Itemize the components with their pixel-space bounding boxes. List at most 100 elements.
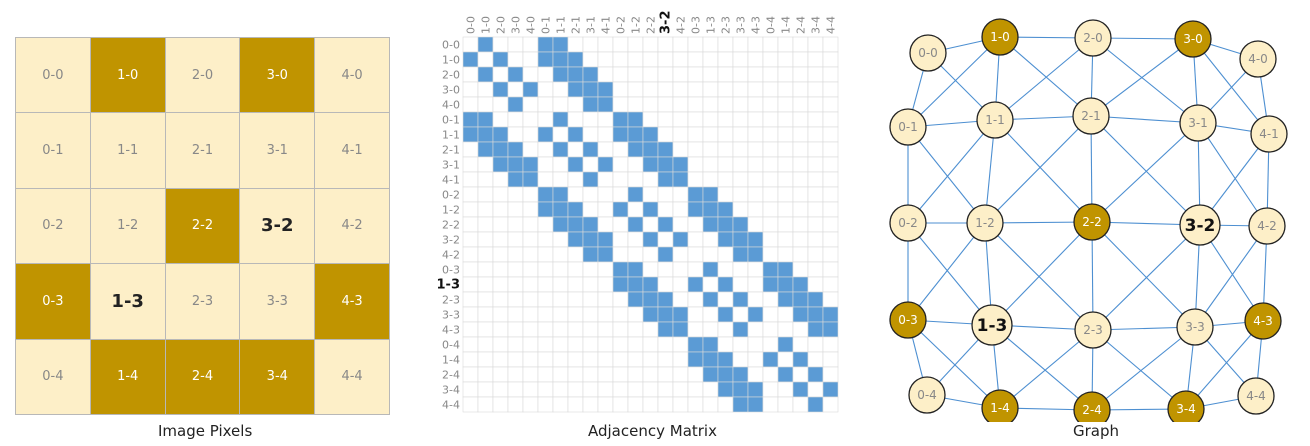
matrix-cell	[747, 156, 764, 173]
matrix-cell	[522, 171, 539, 188]
matrix-cell	[672, 81, 689, 98]
matrix-cell	[492, 351, 509, 368]
matrix-cell	[777, 171, 794, 188]
matrix-cell	[747, 381, 764, 398]
matrix-cell	[567, 66, 584, 83]
matrix-cell	[792, 111, 809, 128]
matrix-cell	[762, 351, 779, 368]
pixel-cell: 4-0	[314, 37, 390, 114]
graph-edge	[994, 37, 1094, 121]
matrix-cell	[717, 276, 734, 293]
matrix-cell	[672, 96, 689, 113]
matrix-cell	[642, 96, 659, 113]
matrix-cell	[627, 336, 644, 353]
matrix-cell	[627, 276, 644, 293]
matrix-cell	[672, 396, 689, 413]
matrix-cell	[792, 66, 809, 83]
matrix-col-label: 2-2	[645, 16, 658, 34]
matrix-cell	[492, 141, 509, 158]
matrix-cell	[462, 216, 479, 233]
matrix-cell	[762, 336, 779, 353]
matrix-cell	[672, 111, 689, 128]
matrix-cell	[762, 291, 779, 308]
matrix-cell	[747, 306, 764, 323]
graph-node-label: 1-4	[990, 401, 1010, 415]
matrix-cell	[597, 111, 614, 128]
graph-edge	[1092, 224, 1201, 331]
graph-node	[966, 204, 1004, 242]
matrix-cell	[642, 216, 659, 233]
graph-edge	[984, 115, 1092, 224]
matrix-cell	[762, 306, 779, 323]
matrix-cell	[567, 216, 584, 233]
matrix-cell	[612, 216, 629, 233]
matrix-cell	[537, 51, 554, 68]
matrix-cell	[762, 321, 779, 338]
graph-edge	[1192, 38, 1270, 135]
matrix-cell	[717, 186, 734, 203]
matrix-cell	[567, 51, 584, 68]
matrix-cell	[717, 366, 734, 383]
matrix-cell	[492, 111, 509, 128]
matrix-cell	[732, 261, 749, 278]
matrix-cell	[657, 216, 674, 233]
matrix-cell	[807, 366, 824, 383]
matrix-cell	[747, 201, 764, 218]
image-pixels-caption: Image Pixels	[158, 422, 253, 440]
matrix-cell	[567, 186, 584, 203]
matrix-cell	[657, 291, 674, 308]
graph-edge	[1091, 326, 1196, 411]
matrix-cell	[522, 141, 539, 158]
matrix-cell	[642, 171, 659, 188]
graph-node-label: 3-3	[1185, 320, 1205, 334]
matrix-cell	[612, 126, 629, 143]
matrix-cell	[702, 186, 719, 203]
matrix-cell	[597, 141, 614, 158]
matrix-cell	[702, 51, 719, 68]
matrix-cell	[477, 126, 494, 143]
matrix-cell	[492, 66, 509, 83]
matrix-cell	[702, 306, 719, 323]
matrix-cell	[732, 111, 749, 128]
graph-node-label: 0-2	[898, 216, 918, 230]
matrix-cell	[777, 276, 794, 293]
matrix-cell	[687, 246, 704, 263]
matrix-cell	[777, 261, 794, 278]
matrix-cell	[777, 351, 794, 368]
matrix-cell	[597, 291, 614, 308]
graph-node	[1074, 311, 1112, 349]
matrix-cell	[702, 291, 719, 308]
matrix-cell	[552, 291, 569, 308]
matrix-cell	[732, 321, 749, 338]
matrix-cell	[717, 201, 734, 218]
matrix-cell	[612, 246, 629, 263]
matrix-row-label: 2-2	[442, 219, 460, 232]
matrix-cell	[522, 366, 539, 383]
matrix-cell	[687, 126, 704, 143]
matrix-cell	[552, 231, 569, 248]
matrix-cell	[717, 351, 734, 368]
matrix-cell	[522, 306, 539, 323]
matrix-cell	[822, 66, 839, 83]
matrix-cell	[597, 246, 614, 263]
matrix-cell	[792, 396, 809, 413]
graph-node	[1237, 377, 1275, 415]
matrix-cell	[537, 351, 554, 368]
matrix-cell	[597, 321, 614, 338]
graph-node	[971, 304, 1013, 346]
matrix-cell	[537, 36, 554, 53]
matrix-cell	[522, 96, 539, 113]
matrix-col-label: 3-3	[735, 16, 748, 34]
graph-node-label: 3-1	[1188, 116, 1208, 130]
matrix-cell	[462, 276, 479, 293]
matrix-cell	[522, 246, 539, 263]
matrix-cell	[552, 141, 569, 158]
matrix-cell	[567, 96, 584, 113]
matrix-col-label: 1-4	[780, 16, 793, 34]
matrix-row-label: 3-2	[442, 234, 460, 247]
matrix-cell	[642, 111, 659, 128]
graph-node-label: 2-1	[1081, 109, 1101, 123]
matrix-cell	[492, 81, 509, 98]
matrix-cell	[777, 396, 794, 413]
matrix-cell	[732, 201, 749, 218]
